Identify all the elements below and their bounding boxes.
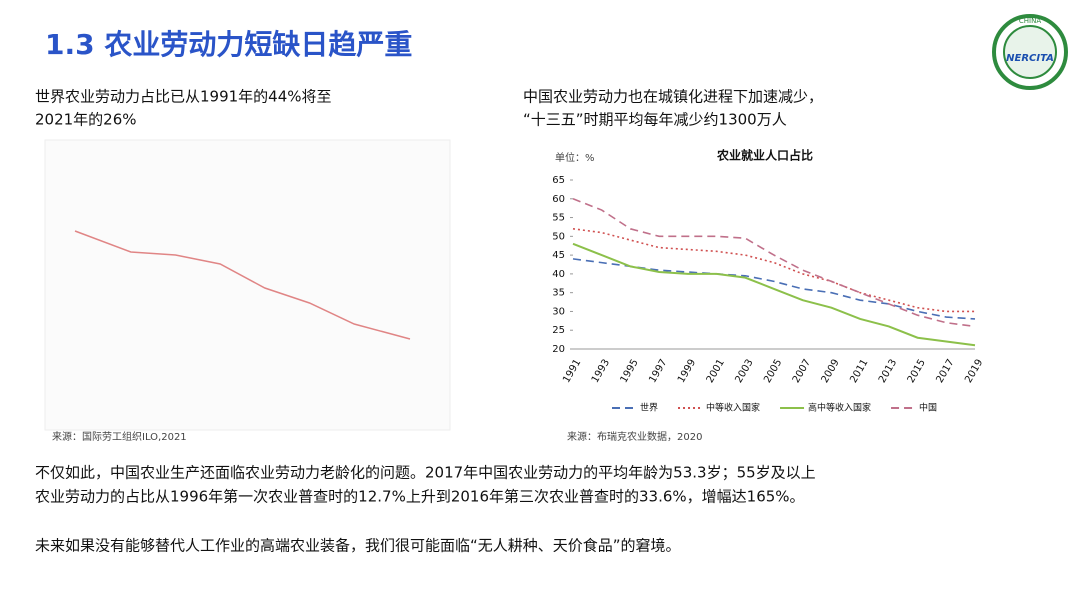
line <box>572 242 976 347</box>
logo-inner <box>1003 25 1057 79</box>
y-tick-label: 25 <box>552 325 565 336</box>
body-text: 农业劳动力的占比从1996年第一次农业普查时的12.7%上升到2016年第三次农… <box>35 488 805 506</box>
source: 来源：国际劳工组织ILO,2021 <box>52 430 187 443</box>
y-tick-label: 45 <box>552 250 565 261</box>
caption-right: 中国农业劳动力也在城镇化进程下加速减少， <box>523 88 823 106</box>
logo-name: NERCITA <box>1006 53 1054 64</box>
unit-label: 单位：% <box>555 151 595 164</box>
y-tick-label: 35 <box>552 288 565 299</box>
source: 来源：布瑞克农业数据，2020 <box>567 430 702 443</box>
logo-top: CHINA <box>1019 17 1041 25</box>
y-tick-label: 60 <box>552 194 565 205</box>
y-tick-label: 65 <box>552 175 565 186</box>
line <box>74 230 411 340</box>
line <box>572 228 975 313</box>
line <box>572 198 976 328</box>
body-text: 不仅如此，中国农业生产还面临农业劳动力老龄化的问题。2017年中国农业劳动力的平… <box>35 464 816 482</box>
y-tick-label: 55 <box>552 213 565 224</box>
logo: CHINA NERCITA <box>992 14 1068 90</box>
slide-title: 1.3 农业劳动力短缺日趋严重 <box>45 28 412 61</box>
caption-left: 世界农业劳动力占比已从1991年的44%将至 <box>35 88 332 106</box>
caption-left: 2021年的26% <box>35 111 137 129</box>
legend-label: 高中等收入国家 <box>808 402 871 414</box>
chart-title: 农业就业人口占比 <box>716 148 813 163</box>
body-text: 未来如果没有能够替代人工作业的高端农业装备，我们很可能面临“无人耕种、天价食品”… <box>35 537 681 555</box>
y-tick-label: 50 <box>552 231 565 242</box>
y-tick-label: 30 <box>552 306 565 317</box>
legend-label: 中国 <box>919 402 937 414</box>
left-chart-frame <box>44 139 451 431</box>
caption-right: “十三五”时期平均每年减少约1300万人 <box>523 111 787 129</box>
legend-label: 世界 <box>640 402 658 414</box>
y-tick-label: 20 <box>552 344 565 355</box>
y-tick-label: 40 <box>552 269 565 280</box>
legend-label: 中等收入国家 <box>706 402 760 414</box>
